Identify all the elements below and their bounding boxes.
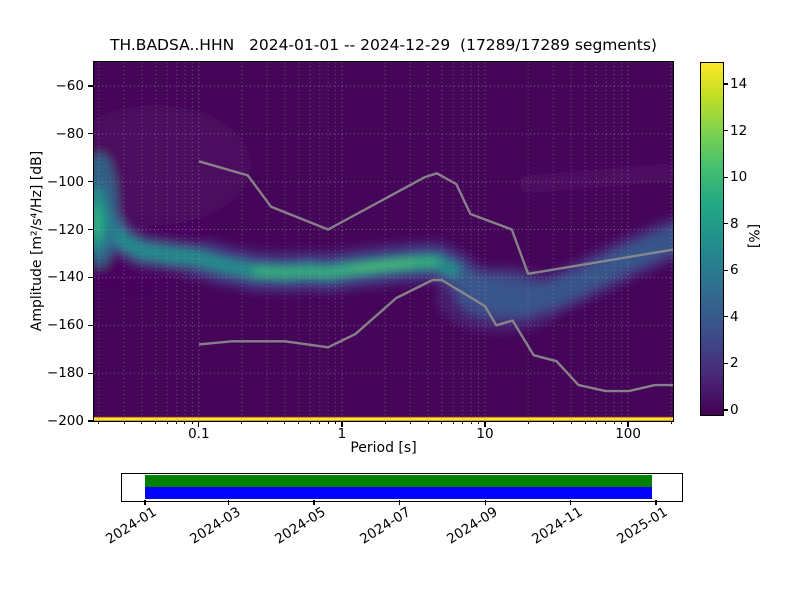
timeline-tick-label: 2024-01 [103, 504, 160, 548]
x-minor-tick-mark [241, 421, 243, 424]
timeline-tick-mark [570, 500, 572, 505]
x-tick-label: 1 [337, 426, 347, 442]
x-minor-tick-mark [409, 421, 411, 424]
x-minor-tick-mark [123, 421, 125, 424]
x-minor-tick-mark [319, 421, 321, 424]
x-minor-tick-mark [584, 421, 586, 424]
colorbar-tick-mark [723, 176, 728, 178]
chart-title: TH.BADSA..HHN 2024-01-01 -- 2024-12-29 (… [110, 36, 657, 54]
timeline-tick-mark [228, 500, 230, 505]
x-tick-label: 10 [476, 426, 494, 442]
timeline-green-bar [145, 474, 652, 487]
y-tick-label: −80 [55, 125, 85, 142]
y-tick-mark [88, 228, 93, 231]
colorbar-tick-label: 2 [730, 355, 739, 372]
y-tick-mark [88, 133, 93, 135]
x-minor-tick-mark [155, 421, 157, 424]
x-tick-mark [484, 421, 486, 427]
y-tick-label: −100 [46, 173, 84, 190]
x-axis-label: Period [s] [350, 440, 417, 456]
y-tick-mark [88, 276, 93, 278]
y-tick-mark [88, 420, 93, 422]
y-tick-label: −120 [46, 221, 84, 238]
y-tick-label: −60 [55, 77, 85, 94]
y-tick-mark [88, 324, 93, 326]
colorbar-tick-mark [723, 83, 728, 85]
x-tick-mark [341, 421, 343, 427]
x-minor-tick-mark [670, 421, 672, 424]
timeline-tick-mark [313, 500, 315, 505]
x-minor-tick-mark [98, 421, 100, 424]
x-tick-mark [627, 421, 629, 427]
x-minor-tick-mark [309, 421, 311, 424]
colorbar-tick-label: 4 [730, 308, 739, 325]
colorbar-tick-mark [723, 316, 728, 318]
colorbar-tick-mark [723, 362, 728, 365]
x-minor-tick-mark [462, 421, 464, 424]
x-tick-label: 100 [615, 426, 641, 442]
x-minor-tick-mark [552, 421, 554, 424]
x-minor-tick-mark [176, 421, 178, 424]
x-minor-tick-mark [621, 421, 623, 424]
ppsd-heatmap-plot [94, 62, 673, 421]
colorbar-tick-mark [723, 409, 728, 411]
colorbar-tick-label: 14 [730, 76, 748, 92]
x-minor-tick-mark [191, 421, 193, 424]
x-minor-tick-mark [452, 421, 454, 424]
x-tick-label: 0.1 [188, 426, 210, 442]
x-minor-tick-mark [327, 421, 329, 424]
colorbar-tick-mark [723, 269, 728, 271]
y-tick-label: −180 [46, 365, 84, 382]
y-tick-label: −200 [46, 413, 84, 429]
colorbar-tick-label: 10 [730, 169, 748, 186]
x-minor-tick-mark [266, 421, 268, 424]
timeline-tick-mark [144, 500, 146, 505]
x-minor-tick-mark [470, 421, 472, 424]
colorbar-tick-label: 0 [730, 402, 739, 418]
x-minor-tick-mark [527, 421, 529, 424]
colorbar-tick-mark [723, 223, 728, 225]
y-tick-mark [88, 85, 93, 87]
x-minor-tick-mark [605, 421, 607, 424]
colorbar-tick-label: 6 [730, 262, 739, 279]
y-tick-label: −160 [46, 317, 84, 334]
y-tick-mark [88, 181, 93, 183]
x-minor-tick-mark [298, 421, 300, 424]
x-minor-tick-mark [570, 421, 572, 424]
x-minor-tick-mark [427, 421, 429, 424]
colorbar-tick-mark [723, 129, 728, 132]
x-minor-tick-mark [166, 421, 168, 424]
x-minor-tick-mark [284, 421, 286, 424]
colorbar-tick-label: 12 [730, 122, 748, 139]
x-minor-tick-mark [334, 421, 336, 424]
y-tick-mark [88, 372, 93, 374]
x-minor-tick-mark [441, 421, 443, 424]
timeline-blue-bar [145, 486, 652, 499]
timeline-tick-mark [655, 500, 657, 505]
x-minor-tick-mark [613, 421, 615, 424]
x-tick-mark [198, 421, 200, 427]
timeline-tick-mark [485, 500, 487, 505]
x-minor-tick-mark [184, 421, 186, 424]
x-minor-tick-mark [477, 421, 479, 424]
x-minor-tick-mark [595, 421, 597, 424]
y-tick-label: −140 [46, 269, 84, 286]
colorbar-tick-label: 8 [730, 215, 739, 232]
timeline-tick-mark [398, 500, 400, 505]
x-minor-tick-mark [384, 421, 386, 424]
colorbar [700, 62, 724, 416]
x-minor-tick-mark [141, 421, 143, 424]
